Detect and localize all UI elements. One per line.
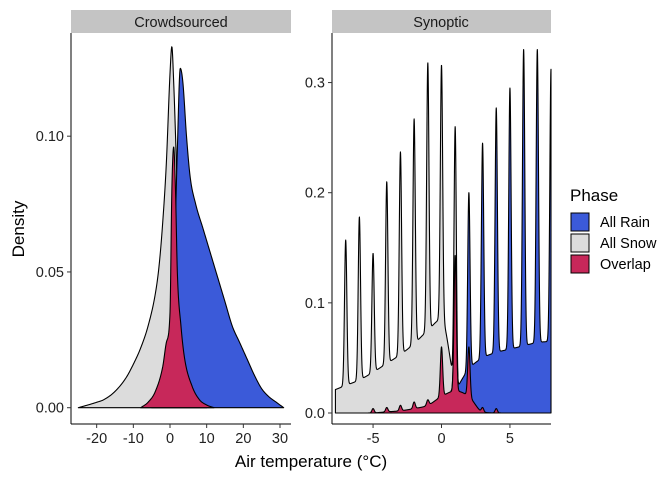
facet-synoptic: Synoptic -5 0 5 0.0 0.1 0.2 0.3 <box>305 10 552 447</box>
y-tick-label-synoptic-1: 0.1 <box>305 296 325 312</box>
y-tick-label-synoptic-3: 0.3 <box>305 76 325 92</box>
x-tick-label-crowdsourced-4: 20 <box>235 431 251 447</box>
area-synoptic-overlap <box>365 254 504 414</box>
x-tick-label-crowdsourced-2: 0 <box>166 431 174 447</box>
x-tick-label-synoptic-1: 0 <box>437 431 445 447</box>
strip-synoptic <box>332 10 551 33</box>
legend-key-all-snow <box>570 233 590 253</box>
strip-label-synoptic: Synoptic <box>413 15 469 31</box>
legend-title: Phase <box>570 186 618 205</box>
areas-synoptic <box>334 48 552 414</box>
legend-label-all-snow: All Snow <box>600 236 657 252</box>
x-tick-label-synoptic-0: -5 <box>367 431 380 447</box>
x-tick-label-crowdsourced-1: -10 <box>123 431 144 447</box>
y-tick-label-synoptic-2: 0.2 <box>305 186 325 202</box>
y-axis-title: Density <box>9 200 28 257</box>
area-synoptic-all-snow <box>334 62 477 414</box>
legend: Phase All Rain All Snow Overlap <box>570 186 657 274</box>
legend-key-overlap <box>570 254 590 274</box>
y-tick-label-crowdsourced-1: 0.05 <box>36 265 64 281</box>
strip-crowdsourced <box>71 10 291 33</box>
legend-label-overlap: Overlap <box>600 257 651 273</box>
area-synoptic-all-rain <box>447 48 552 414</box>
x-tick-label-synoptic-2: 5 <box>506 431 514 447</box>
y-tick-label-crowdsourced-0: 0.00 <box>36 401 64 417</box>
x-tick-label-crowdsourced-5: 30 <box>272 431 288 447</box>
x-axis-title: Air temperature (°C) <box>235 452 387 471</box>
legend-key-all-rain <box>570 212 590 232</box>
facet-crowdsourced: Crowdsourced -20 -10 0 10 20 30 0.00 0.05 0.10 <box>36 10 291 447</box>
y-tick-label-crowdsourced-2: 0.10 <box>36 129 64 145</box>
ticks-crowdsourced: -20 -10 0 10 20 30 0.00 0.05 0.10 <box>36 129 288 447</box>
area-crowdsourced-overlap <box>140 146 215 409</box>
y-tick-label-synoptic-0: 0.0 <box>305 406 325 422</box>
strip-label-crowdsourced: Crowdsourced <box>134 15 228 31</box>
x-tick-label-crowdsourced-3: 10 <box>199 431 215 447</box>
legend-label-all-rain: All Rain <box>600 215 650 231</box>
ticks-synoptic: -5 0 5 0.0 0.1 0.2 0.3 <box>305 76 514 447</box>
x-tick-label-crowdsourced-0: -20 <box>86 431 107 447</box>
areas-crowdsourced <box>77 46 285 409</box>
